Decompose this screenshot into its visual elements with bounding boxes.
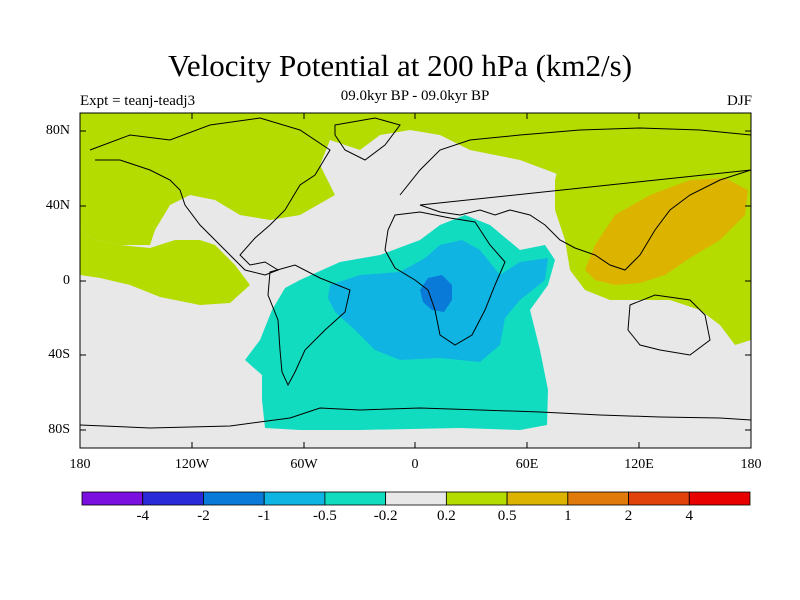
colorbar-swatch: [263, 491, 326, 506]
colorbar: [81, 491, 751, 506]
colorbar-label: -2: [197, 508, 210, 524]
axis-ticks: [80, 113, 751, 448]
map-title: Velocity Potential at 200 hPa (km2/s): [167, 48, 633, 83]
x-tick-label: 180: [740, 457, 762, 472]
south-america-coast: [267, 264, 351, 387]
colorbar-label: 1: [564, 508, 572, 524]
x-tick-label: 120E: [624, 457, 654, 472]
positive-region-arctic: [80, 113, 751, 245]
eurasia-coast: [399, 127, 751, 271]
greenland-coast: [334, 117, 401, 161]
experiment-label: Expt = teanj-teadj3: [80, 93, 196, 109]
x-tick-label: 0: [411, 457, 419, 472]
map-subtitle: 09.0kyr BP - 09.0kyr BP: [340, 88, 490, 104]
colorbar-swatch: [567, 491, 629, 506]
colorbar-swatch: [203, 491, 265, 506]
positive-region-west-pacific: [585, 178, 748, 285]
colorbar-label: 2: [624, 508, 633, 524]
x-tick-label: 120W: [174, 457, 210, 472]
negative-region-core: [420, 275, 452, 312]
colorbar-swatch: [385, 491, 447, 506]
x-tick-label: 60E: [515, 457, 539, 472]
colorbar-swatch: [688, 491, 751, 506]
colorbar-label: -1: [257, 508, 271, 524]
velocity-potential-field: [80, 113, 751, 448]
colorbar-label: -0.5: [313, 508, 337, 524]
positive-region-north-pacific-east: [80, 230, 250, 305]
coastlines: [80, 117, 751, 429]
colorbar-swatch: [81, 491, 144, 506]
antarctica-coast: [80, 407, 751, 429]
colorbar-swatch: [142, 491, 204, 506]
africa-coast: [384, 211, 506, 346]
x-tick-label: 180: [69, 457, 91, 472]
x-tick-label: 60W: [290, 457, 318, 472]
north-america-coast: [89, 117, 331, 276]
colorbar-label: 4: [685, 508, 694, 524]
y-tick-label: 40N: [45, 198, 70, 213]
y-tick-label: 40S: [48, 347, 70, 362]
colorbar-label: 0.5: [497, 508, 517, 524]
colorbar-swatch: [506, 491, 569, 506]
colorbar-swatch: [628, 491, 690, 506]
y-tick-label: 80S: [48, 422, 70, 437]
colorbar-label: -4: [136, 508, 149, 524]
y-tick-label: 0: [63, 273, 70, 288]
colorbar-swatch: [445, 491, 508, 506]
australia-coast: [627, 294, 711, 356]
y-tick-label: 80N: [45, 123, 70, 138]
colorbar-label: 0.2: [436, 508, 456, 524]
colorbar-swatch: [324, 491, 387, 506]
season-label: DJF: [726, 93, 752, 109]
colorbar-label: -0.2: [373, 508, 398, 524]
